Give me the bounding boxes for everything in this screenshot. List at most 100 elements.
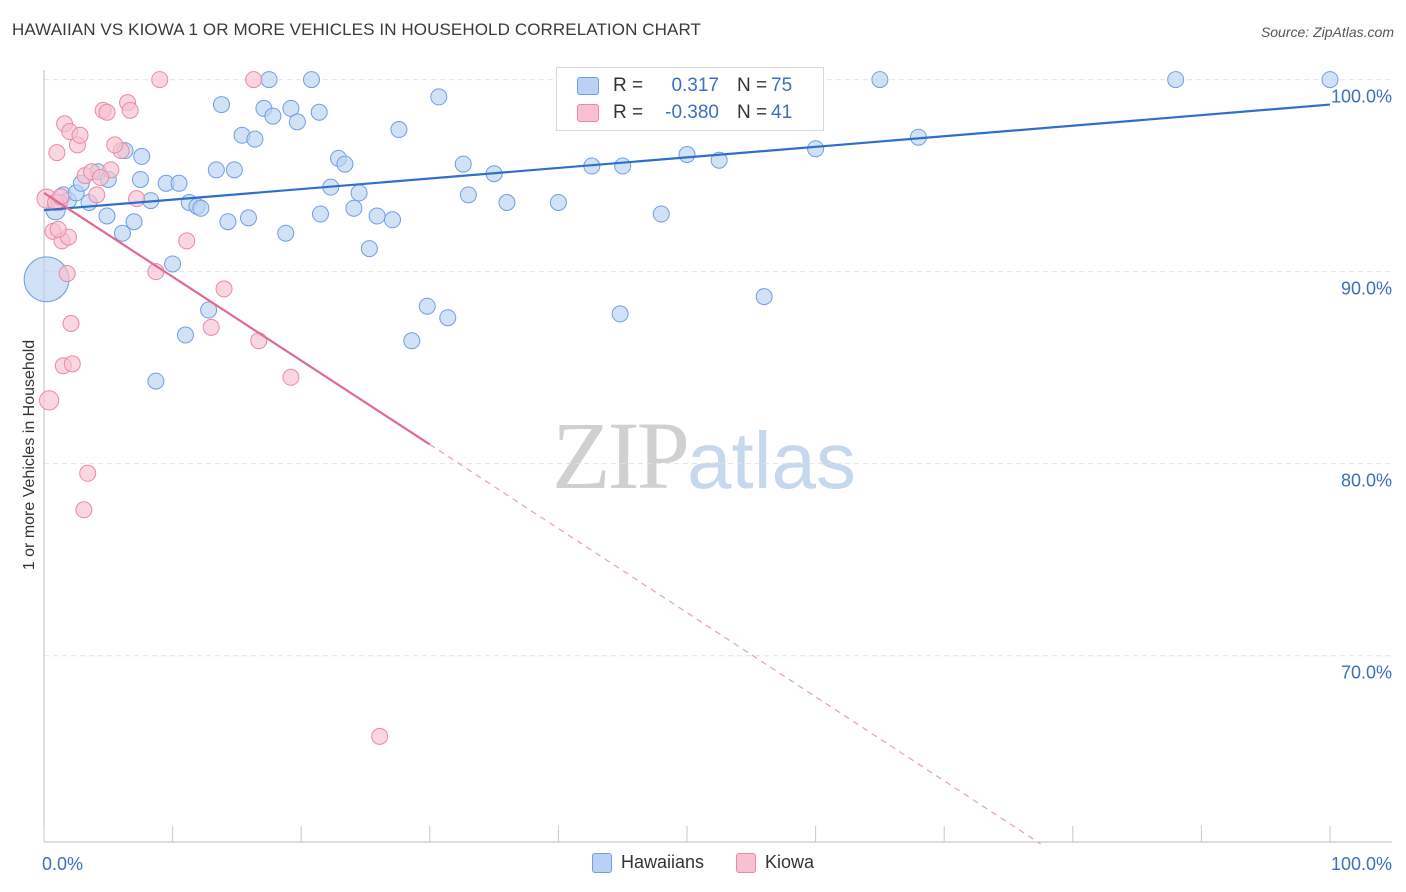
series-name-hawaiians: Hawaiians — [620, 852, 704, 872]
hawaiians-point — [98, 207, 116, 225]
kiowa-point — [71, 126, 89, 144]
hawaiians-point — [207, 161, 225, 179]
hawaiians-point — [336, 155, 354, 173]
legend-n-value: 41 — [771, 102, 793, 123]
legend-swatch-hawaiians — [577, 77, 599, 95]
hawaiians-point — [418, 297, 436, 315]
hawaiians-point — [260, 71, 278, 89]
series-swatch-kiowa — [736, 852, 756, 873]
series-name-kiowa: Kiowa — [765, 852, 815, 872]
hawaiians-point — [350, 184, 368, 202]
hawaiians-point — [755, 288, 773, 306]
hawaiians-point — [239, 209, 257, 227]
hawaiians-point — [264, 107, 282, 125]
hawaiians-point — [652, 205, 670, 223]
hawaiians-point — [710, 151, 728, 169]
hawaiians-point — [302, 71, 320, 89]
kiowa-point — [62, 314, 80, 332]
hawaiians-point — [390, 121, 408, 139]
kiowa-point — [49, 220, 67, 238]
kiowa-point — [106, 136, 124, 154]
series-legend: Hawaiians Kiowa — [0, 852, 1406, 873]
hawaiians-point — [225, 161, 243, 179]
legend-r-value: -0.380 — [665, 102, 719, 123]
hawaiians-point — [459, 186, 477, 204]
hawaiians-point — [454, 155, 472, 173]
hawaiians-point — [678, 145, 696, 163]
hawaiians-point — [164, 255, 182, 273]
kiowa-point — [215, 280, 233, 298]
hawaiians-point — [277, 224, 295, 242]
hawaiians-point — [871, 71, 889, 89]
hawaiians-point — [192, 199, 210, 217]
kiowa-point — [79, 464, 97, 482]
hawaiians-point — [611, 305, 629, 323]
hawaiians-point — [1321, 71, 1339, 89]
hawaiians-point — [360, 240, 378, 258]
legend-swatch-kiowa — [577, 104, 599, 122]
kiowa-trend-line — [43, 191, 431, 446]
hawaiians-point — [246, 130, 264, 148]
kiowa-point — [48, 144, 66, 162]
hawaiians-point — [288, 113, 306, 131]
hawaiians-point — [614, 157, 632, 175]
y-tick-label: 70.0% — [1341, 663, 1392, 683]
series-legend-kiowa: Kiowa — [736, 852, 814, 873]
watermark: ZIPatlas — [552, 400, 856, 511]
kiowa-point — [178, 232, 196, 250]
hawaiians-point — [133, 147, 151, 165]
kiowa-point — [121, 101, 139, 119]
legend-n-label: N = — [737, 102, 768, 123]
chart-source: Source: ZipAtlas.com — [1260, 24, 1394, 40]
kiowa-point — [39, 390, 60, 411]
y-tick-label: 90.0% — [1341, 279, 1392, 299]
kiowa-point — [52, 188, 70, 206]
x-tick-label: 0.0% — [42, 854, 83, 874]
kiowa-point — [250, 332, 268, 350]
hawaiians-point — [212, 96, 230, 114]
hawaiians-point — [1167, 71, 1185, 89]
hawaiians-point — [311, 205, 329, 223]
hawaiians-point — [403, 332, 421, 350]
kiowa-point — [98, 103, 116, 121]
kiowa-point — [151, 71, 169, 89]
kiowa-point — [88, 186, 106, 204]
legend-r-value: 0.317 — [671, 75, 719, 96]
watermark-zip: ZIP — [552, 402, 690, 509]
kiowa-point — [92, 169, 110, 187]
hawaiians-point — [200, 301, 218, 319]
hawaiians-point — [147, 372, 165, 390]
kiowa-point — [58, 265, 76, 283]
hawaiians-point — [430, 88, 448, 106]
hawaiians-point — [176, 326, 194, 344]
hawaiians-point — [310, 103, 328, 121]
legend-r-label: R = — [613, 75, 644, 96]
kiowa-trend-extension — [429, 443, 1041, 845]
legend-row-hawaiians: R = 0.317 N = 75 — [577, 74, 792, 98]
kiowa-point — [282, 368, 300, 386]
hawaiians-point — [219, 213, 237, 231]
kiowa-point — [371, 727, 389, 745]
kiowa-point — [128, 190, 146, 208]
hawaiians-point — [807, 140, 825, 158]
hawaiians-point — [170, 174, 188, 192]
hawaiians-point — [125, 213, 143, 231]
legend-n-label: N = — [737, 75, 768, 96]
series-legend-hawaiians: Hawaiians — [591, 852, 704, 873]
hawaiians-point — [384, 211, 402, 229]
hawaiians-point — [113, 224, 131, 242]
legend-n-value: 75 — [771, 75, 793, 96]
kiowa-point — [63, 355, 81, 373]
kiowa-point — [245, 71, 263, 89]
hawaiians-point — [549, 194, 567, 212]
hawaiians-point — [439, 309, 457, 327]
x-tick-label: 100.0% — [1331, 854, 1392, 874]
y-tick-label: 100.0% — [1331, 87, 1392, 107]
hawaiians-point — [345, 199, 363, 217]
kiowa-point — [202, 318, 220, 336]
y-tick-label: 80.0% — [1341, 471, 1392, 491]
series-swatch-hawaiians — [591, 852, 612, 873]
hawaiians-trend-line — [43, 103, 1331, 212]
chart-title: HAWAIIAN VS KIOWA 1 OR MORE VEHICLES IN … — [12, 20, 702, 39]
